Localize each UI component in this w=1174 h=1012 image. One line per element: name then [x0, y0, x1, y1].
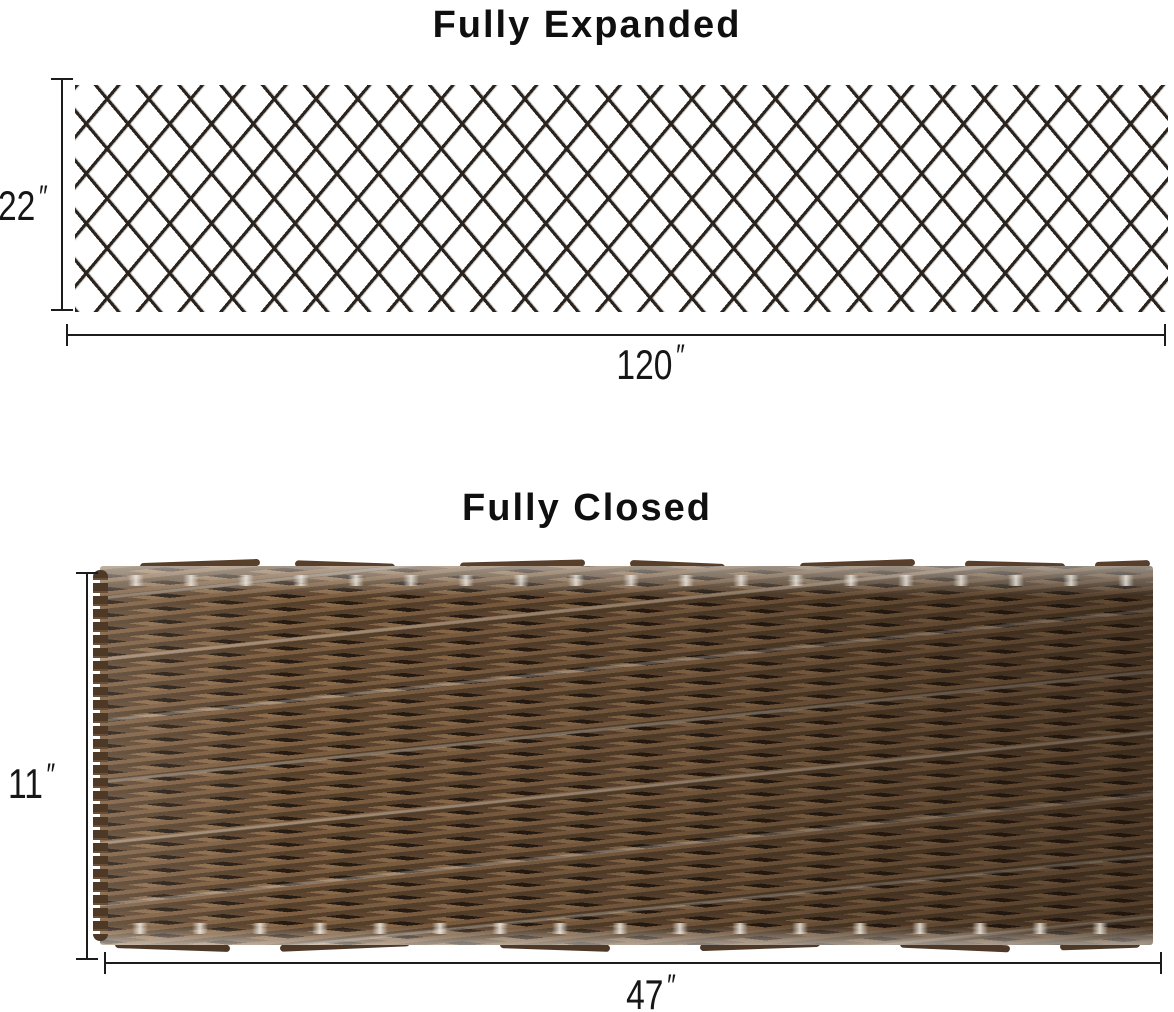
expanded-width-dimension-line	[66, 324, 1166, 346]
expanded-height-value: 22	[0, 182, 36, 229]
weave-gap-highlights	[106, 575, 1147, 586]
closed-height-dimension-line	[76, 572, 98, 960]
closed-width-value: 47	[625, 971, 664, 1012]
weave-gap-highlights	[106, 923, 1147, 934]
expanded-width-value: 120	[616, 341, 673, 388]
closed-fence-illustration	[93, 558, 1153, 953]
expanded-lattice-illustration	[75, 85, 1168, 312]
inch-mark: ″	[37, 178, 47, 214]
closed-height-value: 11	[8, 760, 43, 807]
inch-mark: ″	[45, 756, 55, 792]
woven-willow-texture	[100, 566, 1153, 945]
expanded-height-label: 22″	[0, 178, 59, 230]
closed-height-label: 11″	[8, 756, 66, 808]
closed-width-dimension-line	[104, 952, 1162, 974]
expanded-height-dimension-line	[51, 78, 73, 311]
inch-mark: ″	[665, 967, 675, 1003]
inch-mark: ″	[674, 337, 684, 373]
closed-figure-title: Fully Closed	[462, 487, 712, 529]
expanded-width-label: 120″	[555, 337, 745, 389]
expanded-figure-title: Fully Expanded	[432, 4, 742, 46]
closed-width-label: 47″	[555, 967, 745, 1012]
left-stick-ends	[93, 570, 108, 941]
